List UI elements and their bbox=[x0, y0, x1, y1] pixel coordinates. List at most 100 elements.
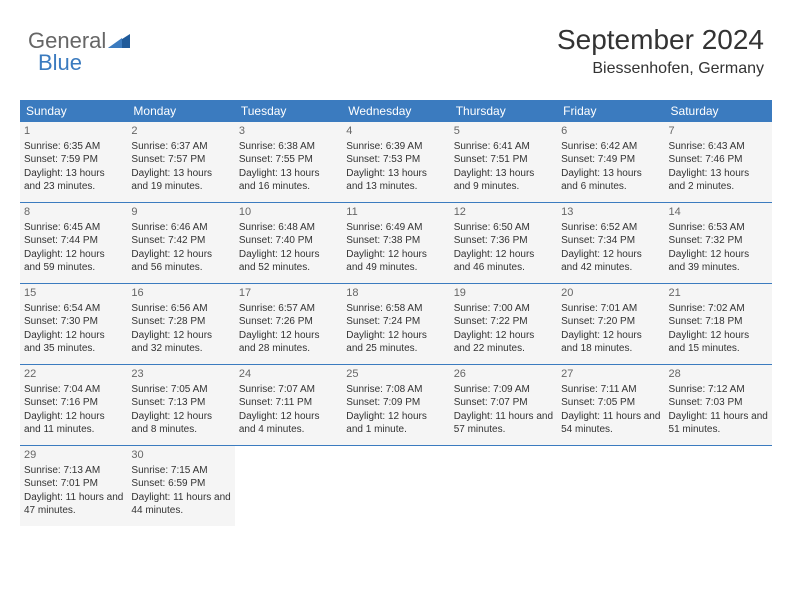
weekday-header-row: SundayMondayTuesdayWednesdayThursdayFrid… bbox=[20, 100, 772, 122]
sunset-text: Sunset: 7:51 PM bbox=[454, 154, 528, 165]
brand-triangle-icon bbox=[108, 28, 130, 54]
weekday-header: Friday bbox=[557, 100, 664, 122]
day-cell: 4 Sunrise: 6:39 AM Sunset: 7:53 PM Daylight… bbox=[342, 122, 449, 202]
sunrise-text: Sunrise: 7:11 AM bbox=[561, 384, 636, 395]
day-cell: 20Sunrise: 7:01 AMSunset: 7:20 PMDayligh… bbox=[557, 284, 664, 364]
daylight-text: Daylight: 12 hours and 8 minutes. bbox=[131, 411, 212, 436]
day-number: 3 bbox=[239, 124, 338, 139]
sunrise-text: Sunrise: 7:05 AM bbox=[131, 384, 207, 395]
day-number: 28 bbox=[669, 367, 768, 382]
day-cell: 21Sunrise: 7:02 AMSunset: 7:18 PMDayligh… bbox=[665, 284, 772, 364]
weekday-header: Sunday bbox=[20, 100, 127, 122]
day-cell: 28 Sunrise: 7:12 AM Sunset: 7:03 PM Dayligh… bbox=[665, 365, 772, 445]
daylight-text: Daylight: 11 hours and 57 minutes. bbox=[454, 411, 553, 436]
week-row: 15Sunrise: 6:54 AMSunset: 7:30 PMDayligh… bbox=[20, 284, 772, 365]
day-number: 26 bbox=[454, 367, 553, 382]
day-cell: 19Sunrise: 7:00 AMSunset: 7:22 PMDayligh… bbox=[450, 284, 557, 364]
sunrise-text: Sunrise: 6:49 AM bbox=[346, 222, 422, 233]
sunrise-text: Sunrise: 6:52 AM bbox=[561, 222, 637, 233]
sunrise-text: Sunrise: 7:15 AM bbox=[131, 465, 207, 476]
sunset-text: Sunset: 7:03 PM bbox=[669, 397, 743, 408]
sunset-text: Sunset: 7:40 PM bbox=[239, 235, 313, 246]
sunset-text: Sunset: 7:34 PM bbox=[561, 235, 635, 246]
day-cell: 11Sunrise: 6:49 AMSunset: 7:38 PMDayligh… bbox=[342, 203, 449, 283]
daylight-text: Daylight: 12 hours and 35 minutes. bbox=[24, 330, 105, 355]
day-cell: 16Sunrise: 6:56 AMSunset: 7:28 PMDayligh… bbox=[127, 284, 234, 364]
week-row: 29Sunrise: 7:13 AMSunset: 7:01 PMDayligh… bbox=[20, 446, 772, 526]
day-cell: 27Sunrise: 7:11 AMSunset: 7:05 PMDayligh… bbox=[557, 365, 664, 445]
day-number: 4 bbox=[346, 124, 445, 139]
day-cell: 7Sunrise: 6:43 AMSunset: 7:46 PMDaylight… bbox=[665, 122, 772, 202]
calendar: SundayMondayTuesdayWednesdayThursdayFrid… bbox=[20, 100, 772, 526]
sunrise-text: Sunrise: 6:41 AM bbox=[454, 141, 530, 152]
day-cell: 12Sunrise: 6:50 AMSunset: 7:36 PMDayligh… bbox=[450, 203, 557, 283]
day-number: 17 bbox=[239, 286, 338, 301]
daylight-text: Daylight: 11 hours and 51 minutes. bbox=[669, 411, 768, 436]
day-number: 21 bbox=[669, 286, 768, 301]
sunset-text: Sunset: 7:24 PM bbox=[346, 316, 420, 327]
sunrise-text: Sunrise: 6:35 AM bbox=[24, 141, 100, 152]
daylight-text: Daylight: 12 hours and 11 minutes. bbox=[24, 411, 105, 436]
sunset-text: Sunset: 7:55 PM bbox=[239, 154, 313, 165]
sunrise-text: Sunrise: 7:07 AM bbox=[239, 384, 315, 395]
day-number: 6 bbox=[561, 124, 660, 139]
day-number: 14 bbox=[669, 205, 768, 220]
weekday-header: Tuesday bbox=[235, 100, 342, 122]
day-cell-empty bbox=[235, 446, 342, 526]
sunset-text: Sunset: 7:13 PM bbox=[131, 397, 205, 408]
daylight-text: Daylight: 12 hours and 4 minutes. bbox=[239, 411, 320, 436]
sunset-text: Sunset: 7:30 PM bbox=[24, 316, 98, 327]
daylight-text: Daylight: 12 hours and 52 minutes. bbox=[239, 249, 320, 274]
sunrise-text: Sunrise: 7:12 AM bbox=[669, 384, 745, 395]
daylight-text: Daylight: 12 hours and 15 minutes. bbox=[669, 330, 750, 355]
brand-text-2-wrap: Blue bbox=[38, 50, 82, 76]
sunset-text: Sunset: 7:26 PM bbox=[239, 316, 313, 327]
day-number: 24 bbox=[239, 367, 338, 382]
header: September 2024 Biessenhofen, Germany bbox=[557, 24, 764, 78]
day-number: 20 bbox=[561, 286, 660, 301]
daylight-text: Daylight: 13 hours and 13 minutes. bbox=[346, 168, 427, 193]
day-cell-empty bbox=[450, 446, 557, 526]
sunrise-text: Sunrise: 7:02 AM bbox=[669, 303, 745, 314]
sunrise-text: Sunrise: 7:00 AM bbox=[454, 303, 530, 314]
sunrise-text: Sunrise: 6:43 AM bbox=[669, 141, 745, 152]
sunset-text: Sunset: 7:11 PM bbox=[239, 397, 312, 408]
daylight-text: Daylight: 12 hours and 49 minutes. bbox=[346, 249, 427, 274]
sunset-text: Sunset: 6:59 PM bbox=[131, 478, 205, 489]
day-number: 19 bbox=[454, 286, 553, 301]
day-number: 29 bbox=[24, 448, 123, 463]
day-cell-empty bbox=[665, 446, 772, 526]
daylight-text: Daylight: 12 hours and 18 minutes. bbox=[561, 330, 642, 355]
day-number: 30 bbox=[131, 448, 230, 463]
sunset-text: Sunset: 7:57 PM bbox=[131, 154, 205, 165]
sunset-text: Sunset: 7:44 PM bbox=[24, 235, 98, 246]
sunset-text: Sunset: 7:46 PM bbox=[669, 154, 743, 165]
day-cell: 13Sunrise: 6:52 AMSunset: 7:34 PMDayligh… bbox=[557, 203, 664, 283]
day-number: 13 bbox=[561, 205, 660, 220]
sunrise-text: Sunrise: 6:37 AM bbox=[131, 141, 207, 152]
sunrise-text: Sunrise: 6:45 AM bbox=[24, 222, 100, 233]
day-number: 25 bbox=[346, 367, 445, 382]
daylight-text: Daylight: 13 hours and 19 minutes. bbox=[131, 168, 212, 193]
sunset-text: Sunset: 7:42 PM bbox=[131, 235, 205, 246]
sunrise-text: Sunrise: 6:39 AM bbox=[346, 141, 422, 152]
day-cell: 14Sunrise: 6:53 AMSunset: 7:32 PMDayligh… bbox=[665, 203, 772, 283]
day-cell: 8Sunrise: 6:45 AMSunset: 7:44 PMDaylight… bbox=[20, 203, 127, 283]
day-cell: 15Sunrise: 6:54 AMSunset: 7:30 PMDayligh… bbox=[20, 284, 127, 364]
sunset-text: Sunset: 7:09 PM bbox=[346, 397, 420, 408]
sunset-text: Sunset: 7:05 PM bbox=[561, 397, 635, 408]
day-number: 8 bbox=[24, 205, 123, 220]
day-cell: 2Sunrise: 6:37 AMSunset: 7:57 PMDaylight… bbox=[127, 122, 234, 202]
day-number: 12 bbox=[454, 205, 553, 220]
sunset-text: Sunset: 7:07 PM bbox=[454, 397, 528, 408]
sunset-text: Sunset: 7:53 PM bbox=[346, 154, 420, 165]
week-row: 1Sunrise: 6:35 AMSunset: 7:59 PMDaylight… bbox=[20, 122, 772, 203]
daylight-text: Daylight: 12 hours and 25 minutes. bbox=[346, 330, 427, 355]
sunrise-text: Sunrise: 7:09 AM bbox=[454, 384, 530, 395]
daylight-text: Daylight: 13 hours and 6 minutes. bbox=[561, 168, 642, 193]
sunset-text: Sunset: 7:20 PM bbox=[561, 316, 635, 327]
weekday-header: Monday bbox=[127, 100, 234, 122]
day-number: 10 bbox=[239, 205, 338, 220]
day-cell: 22Sunrise: 7:04 AMSunset: 7:16 PMDayligh… bbox=[20, 365, 127, 445]
daylight-text: Daylight: 12 hours and 32 minutes. bbox=[131, 330, 212, 355]
